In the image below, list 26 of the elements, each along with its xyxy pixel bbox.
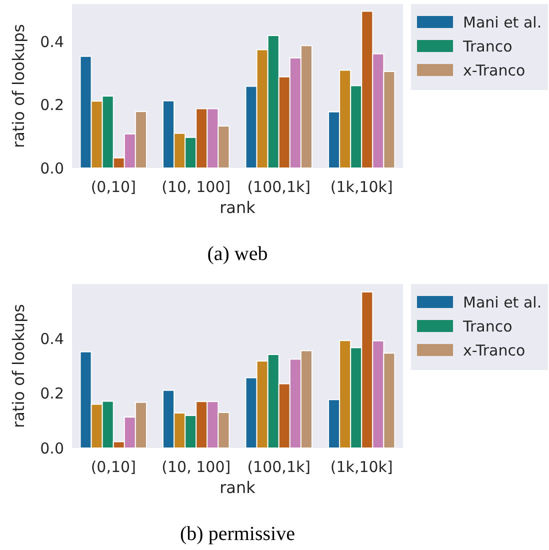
- x-tick-label: (100,1k]: [247, 458, 311, 476]
- legend-label: Mani et al.: [463, 293, 542, 312]
- y-axis-title: ratio of lookups: [9, 304, 28, 428]
- y-tick-label: 0.0: [40, 439, 64, 458]
- y-tick-label: 0.2: [40, 384, 64, 403]
- x-tick-label: (0,10]: [90, 178, 136, 196]
- y-tick-label: 0.2: [40, 96, 64, 114]
- legend-label: Tranco: [462, 317, 512, 336]
- text: (b) permissive: [180, 523, 296, 545]
- x-tick-label: (100,1k]: [247, 178, 311, 196]
- x-tick-label: (0,10]: [90, 458, 136, 476]
- y-tick-label: 0.4: [40, 33, 64, 52]
- x-tick-label: (1k,10k]: [330, 458, 393, 476]
- legend-label: x-Tranco: [463, 341, 526, 360]
- x-tick-label: (10, 100]: [162, 458, 231, 476]
- x-axis-title: rank: [220, 478, 256, 497]
- x-tick-label: (10, 100]: [162, 178, 231, 196]
- x-axis-title: rank: [220, 198, 256, 217]
- x-tick-label: (1k,10k]: [330, 178, 393, 196]
- legend-label: Tranco: [462, 37, 512, 56]
- y-axis-title: ratio of lookups: [9, 24, 28, 148]
- y-tick-label: 0.4: [40, 330, 64, 348]
- legend-label: x-Tranco: [463, 61, 526, 80]
- text: (a) web: [207, 243, 268, 265]
- legend-label: Mani et al.: [463, 13, 542, 32]
- y-tick-label: 0.0: [40, 159, 64, 178]
